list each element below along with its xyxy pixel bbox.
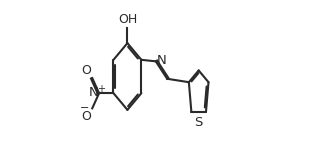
Text: O: O: [81, 110, 92, 123]
Text: N: N: [88, 86, 98, 99]
Text: O: O: [81, 63, 92, 76]
Text: N: N: [157, 54, 166, 67]
Text: −: −: [80, 103, 90, 113]
Text: +: +: [97, 84, 105, 94]
Text: OH: OH: [118, 13, 137, 26]
Text: S: S: [195, 116, 203, 129]
